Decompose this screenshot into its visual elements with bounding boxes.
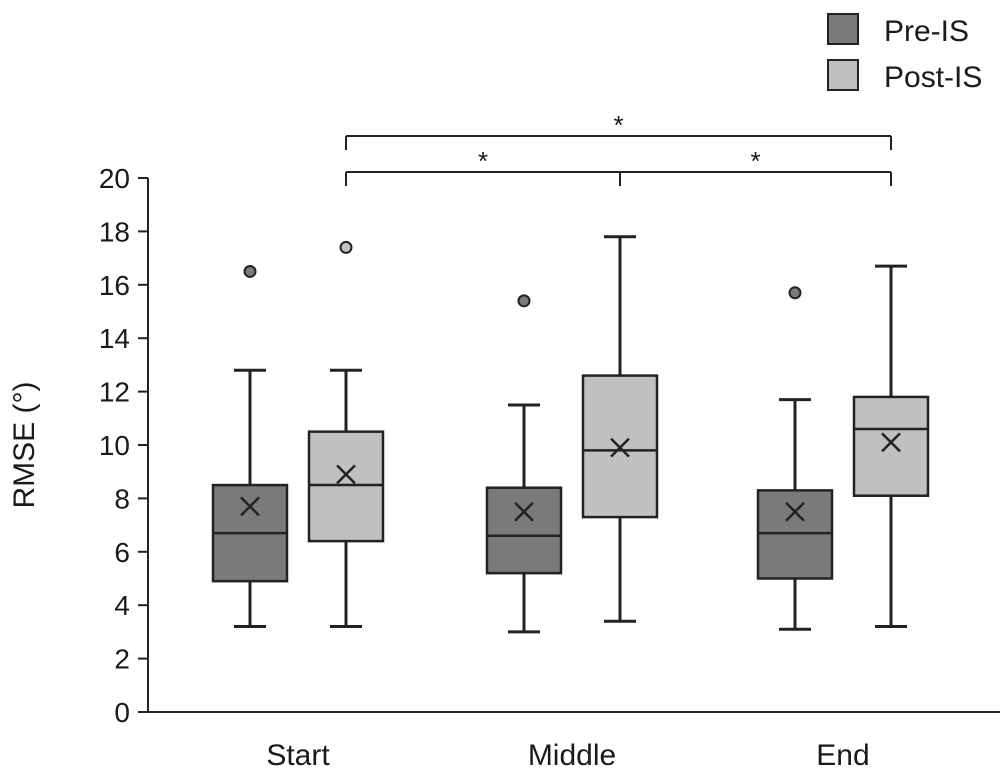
y-tick-label: 14 <box>99 323 130 354</box>
mean-marker-stroke <box>610 437 630 458</box>
box-post-is-end <box>852 264 930 629</box>
y-tick-label: 12 <box>99 377 130 408</box>
x-category-label: Middle <box>528 739 616 771</box>
box-post-is-start <box>307 240 385 629</box>
sig-bracket-start-end: * <box>345 110 892 150</box>
box-pre-is-end <box>756 286 834 631</box>
box-post-is-middle <box>581 235 659 623</box>
y-tick-label: 8 <box>114 483 130 514</box>
mean-marker-stroke <box>240 496 260 517</box>
mean-marker-stroke <box>881 432 901 453</box>
y-tick-label: 2 <box>114 644 130 675</box>
iqr-box <box>485 486 563 575</box>
legend: Pre-IS Post-IS <box>827 13 982 94</box>
significance-star: * <box>750 146 760 176</box>
outlier-point <box>339 240 353 254</box>
legend-swatch <box>827 13 859 45</box>
y-tick-label: 20 <box>99 163 130 194</box>
outlier-point <box>788 286 802 300</box>
box-pre-is-start <box>211 264 289 629</box>
y-tick-label: 6 <box>114 537 130 568</box>
x-category-label: Start <box>266 739 330 771</box>
y-tick-label: 10 <box>99 430 130 461</box>
mean-marker-stroke <box>514 501 534 522</box>
y-tick-label: 4 <box>114 590 130 621</box>
legend-item-pre-is: Pre-IS <box>827 13 969 48</box>
legend-label: Pre-IS <box>884 15 969 48</box>
x-category-label: End <box>816 739 869 771</box>
outlier-point <box>243 264 257 278</box>
mean-marker-stroke <box>785 501 805 522</box>
y-tick-label: 0 <box>114 697 130 728</box>
y-tick-label: 18 <box>99 216 130 247</box>
iqr-box <box>307 430 385 543</box>
box-plots <box>211 235 930 634</box>
axes: 0 2 4 6 8 10 12 14 16 18 20 Start Middle End RMSE (°) <box>8 163 1000 771</box>
legend-label: Post-IS <box>884 61 982 94</box>
legend-swatch <box>827 59 859 91</box>
significance-brackets: * * * <box>345 110 892 186</box>
y-axis-title: RMSE (°) <box>8 382 41 509</box>
iqr-box <box>852 395 930 497</box>
sig-bracket-middle-end: * <box>619 146 892 186</box>
box-pre-is-middle <box>485 294 563 634</box>
legend-item-post-is: Post-IS <box>827 59 982 94</box>
sig-bracket-start-middle: * <box>345 146 621 186</box>
outlier-point <box>517 294 531 308</box>
iqr-box <box>756 489 834 580</box>
mean-marker-stroke <box>336 464 356 485</box>
significance-star: * <box>613 110 623 140</box>
y-tick-label: 16 <box>99 270 130 301</box>
significance-star: * <box>478 146 488 176</box>
